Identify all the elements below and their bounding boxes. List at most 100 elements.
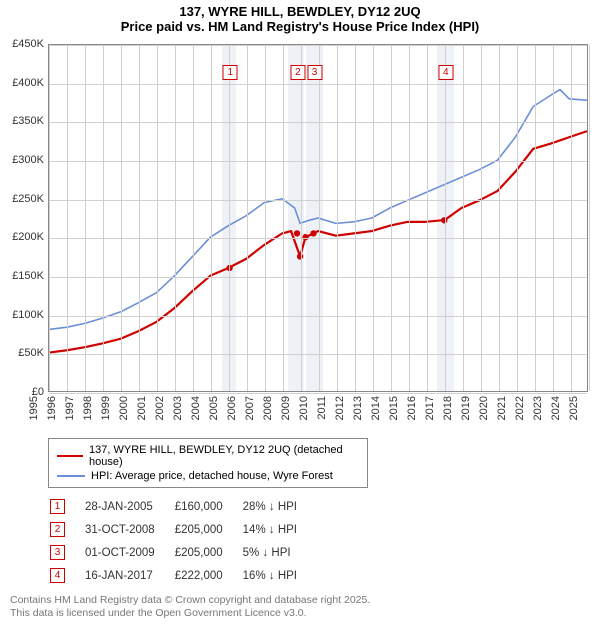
gridline-v — [247, 45, 248, 391]
gridline-v — [391, 45, 392, 391]
gridline-v — [103, 45, 104, 391]
sales-table: 1 28-JAN-2005£160,00028% ↓ HPI 2 31-OCT-200… — [48, 494, 317, 588]
legend-swatch — [57, 455, 83, 457]
gridline-v — [445, 45, 446, 391]
cell-price: £160,000 — [175, 496, 241, 517]
gridline-v — [283, 45, 284, 391]
cell-date: 31-OCT-2008 — [85, 519, 173, 540]
gridline-v — [481, 45, 482, 391]
attribution-line1: Contains HM Land Registry data © Crown c… — [10, 594, 590, 607]
cell-marker: 1 — [50, 496, 83, 517]
gridline-v — [427, 45, 428, 391]
table-row: 301-OCT-2009£205,0005% ↓ HPI — [50, 542, 315, 563]
gridline-v — [121, 45, 122, 391]
gridline-v — [517, 45, 518, 391]
gridline-v — [409, 45, 410, 391]
cell-price: £205,000 — [175, 542, 241, 563]
gridline-h — [49, 161, 587, 162]
gridline-h — [49, 277, 587, 278]
gridline-v — [139, 45, 140, 391]
gridline-h — [49, 393, 587, 394]
cell-vs-hpi: 28% ↓ HPI — [243, 496, 315, 517]
sale-marker-3: 3 — [307, 65, 322, 80]
legend: 137, WYRE HILL, BEWDLEY, DY12 2UQ (detac… — [48, 438, 368, 488]
x-tick-label: 2025 — [568, 396, 600, 420]
legend-item: HPI: Average price, detached house, Wyre… — [57, 469, 359, 483]
table-row: 4 16-JAN-2017£222,00016% ↓ HPI — [50, 565, 315, 586]
legend-label: 137, WYRE HILL, BEWDLEY, DY12 2UQ (detac… — [89, 444, 359, 468]
chart-container: 137, WYRE HILL, BEWDLEY, DY12 2UQ Price … — [0, 0, 600, 620]
sale-marker-icon: 3 — [50, 545, 65, 560]
gridline-v — [355, 45, 356, 391]
sale-marker-icon: 1 — [50, 499, 65, 514]
attribution-line2: This data is licensed under the Open Gov… — [10, 607, 590, 620]
gridline-v — [499, 45, 500, 391]
cell-price: £222,000 — [175, 565, 241, 586]
cell-date: 16-JAN-2017 — [85, 565, 173, 586]
cell-vs-hpi: 14% ↓ HPI — [243, 519, 315, 540]
cell-price: £205,000 — [175, 519, 241, 540]
legend-item: 137, WYRE HILL, BEWDLEY, DY12 2UQ (detac… — [57, 443, 359, 469]
title-subtitle: Price paid vs. HM Land Registry's House … — [0, 19, 600, 34]
gridline-v — [229, 45, 230, 391]
cell-marker: 4 — [50, 565, 83, 586]
gridline-h — [49, 45, 587, 46]
y-tick-label: £300K — [0, 154, 44, 166]
gridline-v — [463, 45, 464, 391]
gridline-v — [157, 45, 158, 391]
legend-label: HPI: Average price, detached house, Wyre… — [91, 470, 333, 482]
plot-area: 1 23 4 — [48, 44, 588, 392]
cell-marker: 3 — [50, 542, 83, 563]
y-tick-label: £450K — [0, 38, 44, 50]
cell-date: 28-JAN-2005 — [85, 496, 173, 517]
series-line — [49, 131, 587, 352]
gridline-v — [301, 45, 302, 391]
gridline-h — [49, 238, 587, 239]
attribution: Contains HM Land Registry data © Crown c… — [10, 594, 590, 620]
cell-vs-hpi: 5% ↓ HPI — [243, 542, 315, 563]
legend-swatch — [57, 475, 85, 477]
series-line — [49, 90, 587, 330]
gridline-h — [49, 354, 587, 355]
table-row: 1 28-JAN-2005£160,00028% ↓ HPI — [50, 496, 315, 517]
gridline-v — [571, 45, 572, 391]
gridline-h — [49, 200, 587, 201]
gridline-v — [193, 45, 194, 391]
gridline-h — [49, 316, 587, 317]
sale-marker-2: 2 — [290, 65, 305, 80]
series-point — [294, 230, 300, 236]
gridline-v — [553, 45, 554, 391]
y-tick-label: £400K — [0, 77, 44, 89]
gridline-v — [373, 45, 374, 391]
gridline-v — [337, 45, 338, 391]
gridline-v — [535, 45, 536, 391]
y-tick-label: £150K — [0, 270, 44, 282]
chart-area: 1234 £0£50K£100K£150K£200K£250K£300K£350… — [0, 36, 600, 436]
y-tick-label: £200K — [0, 231, 44, 243]
title-address: 137, WYRE HILL, BEWDLEY, DY12 2UQ — [0, 4, 600, 19]
series-point — [302, 234, 308, 240]
gridline-v — [265, 45, 266, 391]
title-block: 137, WYRE HILL, BEWDLEY, DY12 2UQ Price … — [0, 0, 600, 36]
y-tick-label: £50K — [0, 347, 44, 359]
gridline-v — [67, 45, 68, 391]
cell-marker: 2 — [50, 519, 83, 540]
gridline-v — [49, 45, 50, 391]
series-point — [310, 230, 316, 236]
gridline-v — [589, 45, 590, 391]
sale-marker-4: 4 — [438, 65, 453, 80]
gridline-v — [319, 45, 320, 391]
y-tick-label: £100K — [0, 309, 44, 321]
table-row: 2 31-OCT-2008£205,00014% ↓ HPI — [50, 519, 315, 540]
y-tick-label: £350K — [0, 115, 44, 127]
gridline-h — [49, 122, 587, 123]
gridline-v — [175, 45, 176, 391]
y-tick-label: £250K — [0, 193, 44, 205]
gridline-v — [211, 45, 212, 391]
sale-marker-icon: 4 — [50, 568, 65, 583]
sale-marker-icon: 2 — [50, 522, 65, 537]
line-series-svg — [49, 45, 587, 391]
gridline-v — [85, 45, 86, 391]
cell-vs-hpi: 16% ↓ HPI — [243, 565, 315, 586]
sale-marker-1: 1 — [223, 65, 238, 80]
